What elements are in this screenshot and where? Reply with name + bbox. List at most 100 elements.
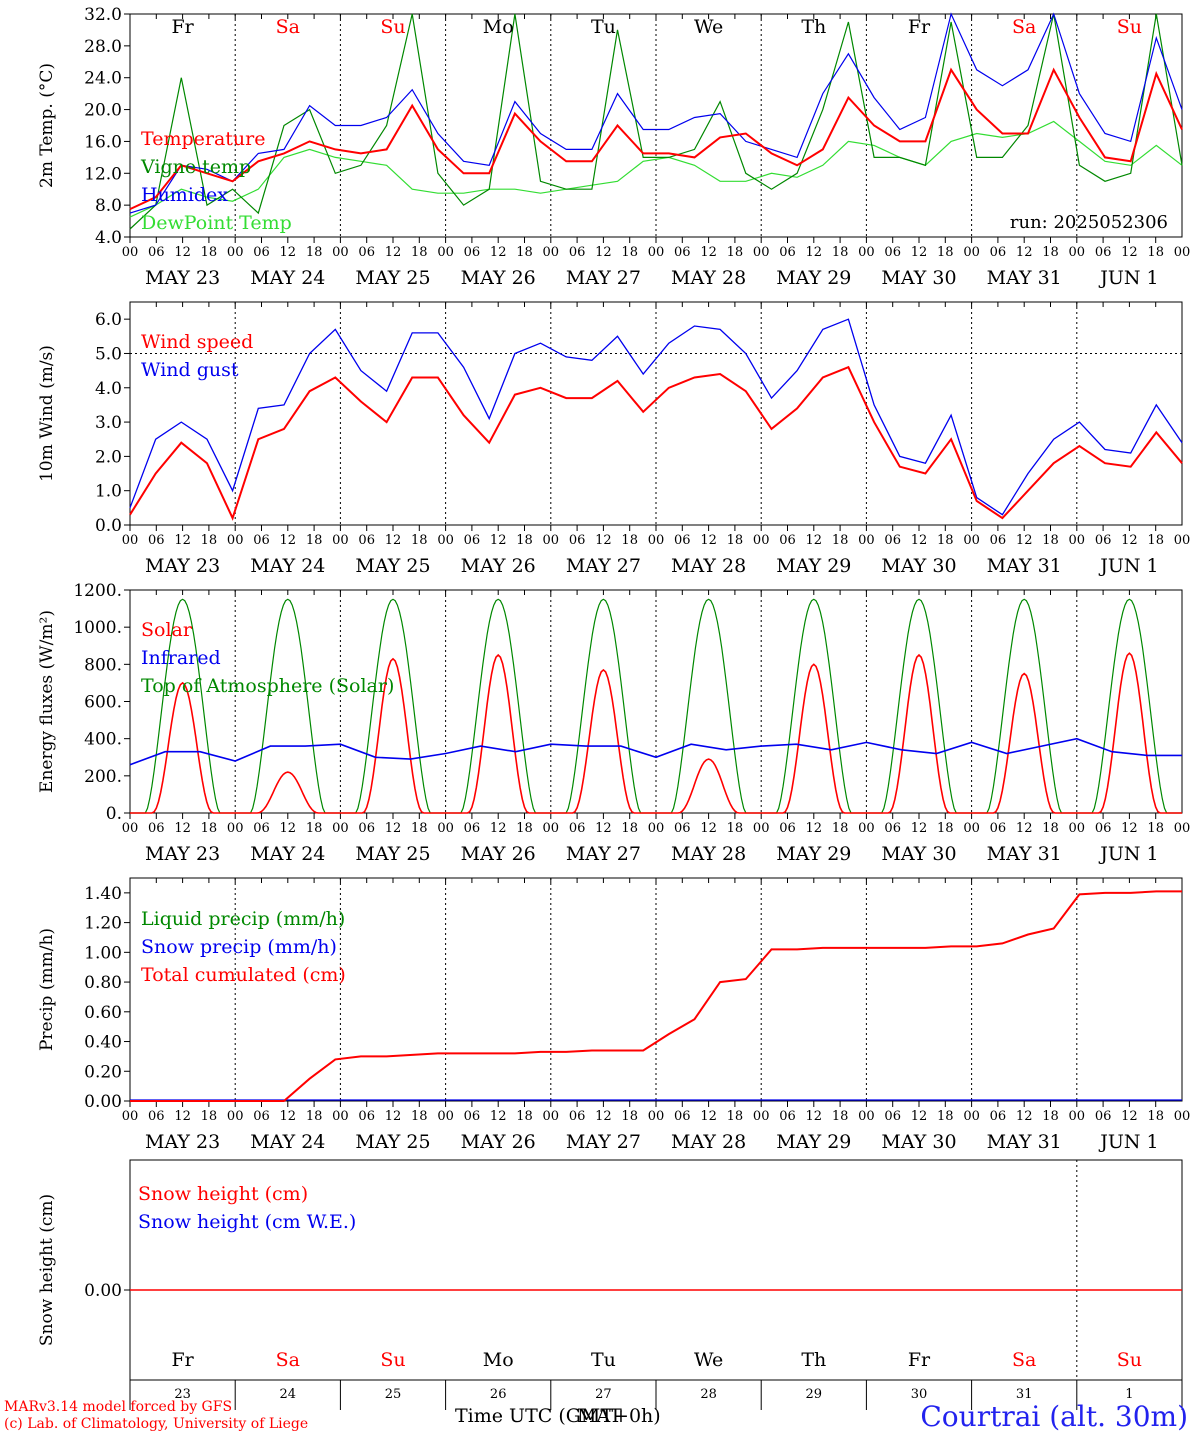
hour-label: 06 — [464, 1109, 481, 1124]
hour-label: 00 — [122, 533, 139, 548]
date-label: MAY 23 — [145, 267, 220, 289]
hour-label: 12 — [174, 245, 191, 260]
weekday-label: Th — [801, 1349, 826, 1371]
hour-label: 18 — [201, 821, 218, 836]
date-label: MAY 27 — [566, 843, 641, 865]
hour-label: 12 — [280, 821, 297, 836]
weekday-label: Fr — [171, 16, 194, 38]
y-tick-label: 24.0 — [84, 69, 122, 89]
hour-label: 06 — [1095, 1109, 1112, 1124]
hour-label: 06 — [569, 1109, 586, 1124]
legend-label: Snow height (cm) — [138, 1183, 308, 1205]
hour-label: 12 — [490, 821, 507, 836]
y-tick-label: 32.0 — [84, 5, 122, 25]
hour-label: 00 — [122, 821, 139, 836]
y-tick-label: 0.80 — [84, 973, 122, 993]
y-tick-label: 0.0 — [95, 516, 122, 536]
hour-label: 12 — [806, 821, 823, 836]
date-label: MAY 24 — [250, 555, 325, 577]
date-label: MAY 24 — [250, 1131, 325, 1153]
legend-label: Top of Atmosphere (Solar) — [141, 675, 394, 697]
hour-label: 00 — [1174, 821, 1191, 836]
hour-label: 06 — [990, 821, 1007, 836]
hour-label: 06 — [990, 245, 1007, 260]
legend-label: DewPoint Temp — [141, 212, 292, 234]
hour-label: 12 — [595, 821, 612, 836]
date-label: MAY 30 — [881, 1131, 956, 1153]
hour-label: 18 — [832, 533, 849, 548]
hour-label: 00 — [963, 245, 980, 260]
date-label: MAY 28 — [671, 555, 746, 577]
hour-label: 06 — [358, 245, 375, 260]
y-axis-label-wind: 10m Wind (m/s) — [37, 345, 57, 482]
run-annotation: run: 2025052306 — [1010, 212, 1168, 233]
hour-label: 12 — [806, 1109, 823, 1124]
hour-label: 12 — [280, 1109, 297, 1124]
weekday-label: Su — [380, 1349, 405, 1371]
hour-label: 06 — [253, 1109, 270, 1124]
day-number-label: 1 — [1125, 1387, 1133, 1402]
hour-label: 06 — [464, 245, 481, 260]
hour-label: 18 — [621, 533, 638, 548]
date-label: MAY 25 — [355, 843, 430, 865]
hour-label: 18 — [727, 1109, 744, 1124]
y-tick-label: 3.0 — [95, 413, 122, 433]
hour-label: 12 — [1121, 821, 1138, 836]
hour-label: 06 — [358, 821, 375, 836]
hour-label: 18 — [727, 245, 744, 260]
legend-label: Vigne temp — [140, 156, 251, 178]
y-tick-label: 1200. — [73, 581, 122, 601]
date-label: MAY 25 — [355, 1131, 430, 1153]
hour-label: 06 — [464, 821, 481, 836]
hour-label: 06 — [148, 533, 165, 548]
hour-label: 12 — [490, 1109, 507, 1124]
hour-label: 12 — [806, 533, 823, 548]
hour-label: 18 — [411, 821, 428, 836]
date-label: MAY 31 — [987, 1131, 1062, 1153]
hour-label: 00 — [1069, 1109, 1086, 1124]
hour-label: 12 — [700, 1109, 717, 1124]
hour-label: 06 — [1095, 821, 1112, 836]
hour-label: 06 — [358, 1109, 375, 1124]
date-label: JUN 1 — [1098, 843, 1158, 865]
date-label: MAY 31 — [987, 555, 1062, 577]
hour-label: 00 — [227, 1109, 244, 1124]
hour-label: 12 — [385, 533, 402, 548]
hour-label: 12 — [385, 1109, 402, 1124]
hour-label: 06 — [990, 1109, 1007, 1124]
hour-label: 12 — [911, 1109, 928, 1124]
hour-label: 12 — [174, 1109, 191, 1124]
hour-label: 18 — [1042, 1109, 1059, 1124]
date-label: MAY 31 — [987, 267, 1062, 289]
hour-label: 06 — [884, 533, 901, 548]
legend-label: Wind speed — [141, 331, 253, 353]
weekday-label: Fr — [171, 1349, 194, 1371]
hour-label: 00 — [753, 1109, 770, 1124]
y-tick-label: 0.40 — [84, 1033, 122, 1053]
hour-label: 06 — [253, 245, 270, 260]
hour-label: 18 — [937, 533, 954, 548]
hour-label: 00 — [1174, 245, 1191, 260]
series-line-total-cumulated — [130, 890, 1182, 1102]
series-line-wind-speed — [129, 365, 1183, 521]
time-axis-label: Time UTC (GMT+0h) MAT — [455, 1405, 661, 1427]
date-label: MAY 29 — [776, 267, 851, 289]
legend-label: Temperature — [141, 128, 265, 150]
hour-label: 12 — [1016, 533, 1033, 548]
hour-label: 12 — [280, 245, 297, 260]
legend-label: Infrared — [141, 647, 221, 669]
hour-label: 00 — [858, 245, 875, 260]
hour-label: 18 — [1147, 821, 1164, 836]
hour-label: 18 — [1147, 1109, 1164, 1124]
date-label: MAY 25 — [355, 555, 430, 577]
weekday-label: Su — [380, 16, 405, 38]
date-label: MAY 23 — [145, 555, 220, 577]
date-label: MAY 29 — [776, 555, 851, 577]
time-axis-text: Time UTC (GMT+0h) — [455, 1405, 661, 1427]
hour-label: 18 — [621, 821, 638, 836]
hour-label: 12 — [595, 1109, 612, 1124]
weekday-label: Tu — [591, 16, 616, 38]
hour-label: 00 — [1069, 533, 1086, 548]
hour-label: 00 — [963, 533, 980, 548]
hour-label: 12 — [490, 533, 507, 548]
